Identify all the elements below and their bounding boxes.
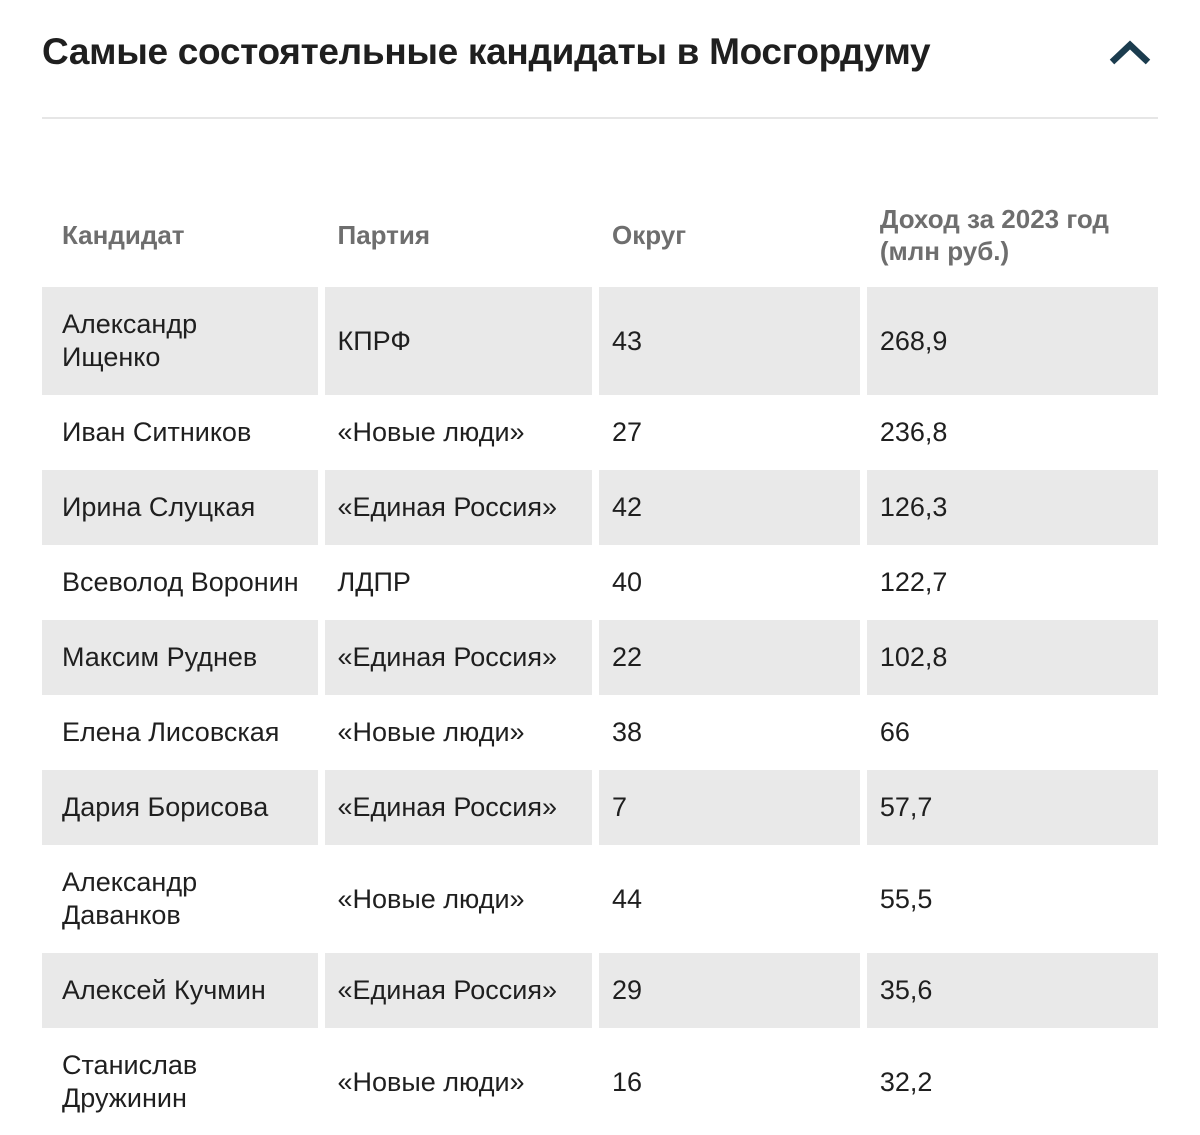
title-divider [42, 117, 1158, 119]
column-header-party: Партия [317, 119, 596, 287]
cell-candidate: Максим Руднев [42, 620, 321, 695]
cell-party: «Единая Россия» [317, 470, 596, 545]
cell-candidate: Ирина Слуцкая [42, 470, 321, 545]
cell-income: 102,8 [859, 620, 1158, 695]
cell-income: 55,5 [859, 845, 1158, 953]
cell-income: 122,7 [859, 545, 1158, 620]
cell-district: 22 [592, 620, 864, 695]
cell-candidate: Алексей Кучмин [42, 953, 321, 1028]
cell-candidate: Дария Борисова [42, 770, 321, 845]
cell-income: 268,9 [859, 287, 1158, 395]
widget-header: Самые состоятельные кандидаты в Мосгорду… [42, 0, 1158, 74]
cell-candidate: Александр Даванков [62, 867, 198, 930]
cell-district: 7 [592, 770, 864, 845]
column-header-district: Округ [592, 119, 864, 287]
cell-candidate: Иван Ситников [62, 417, 252, 447]
chevron-up-icon [1108, 40, 1152, 66]
table-header: Кандидат Партия Округ Доход за 2023 год … [42, 119, 1158, 287]
cell-candidate: Всеволод Воронин [62, 567, 299, 597]
cell-income: 57,7 [859, 770, 1158, 845]
widget-title: Самые состоятельные кандидаты в Мосгорду… [42, 31, 931, 72]
cell-party: «Единая Россия» [317, 953, 596, 1028]
cell-income: 35,6 [859, 953, 1158, 1028]
table-row: Иван Ситников «Новые люди» 27 236,8 [42, 395, 1158, 470]
table-row: Александр Ищенко КПРФ 43 268,9 [42, 287, 1158, 395]
table-row: Станислав Дружинин «Новые люди» 16 32,2 [42, 1028, 1158, 1135]
cell-party: «Новые люди» [317, 845, 596, 953]
table-row: Дария Борисова «Единая Россия» 7 57,7 [42, 770, 1158, 845]
table-row: Елена Лисовская «Новые люди» 38 66 [42, 695, 1158, 770]
table-row: Алексей Кучмин «Единая Россия» 29 35,6 [42, 953, 1158, 1028]
cell-income: 66 [859, 695, 1158, 770]
cell-income: 236,8 [859, 395, 1158, 470]
cell-candidate: Александр Ищенко [42, 287, 321, 395]
cell-candidate: Елена Лисовская [62, 717, 280, 747]
cell-party: «Новые люди» [317, 395, 596, 470]
cell-party: КПРФ [317, 287, 596, 395]
cell-income: 32,2 [859, 1028, 1158, 1135]
cell-district: 40 [592, 545, 864, 620]
column-header-income: Доход за 2023 год (млн руб.) [859, 119, 1158, 287]
cell-district: 42 [592, 470, 864, 545]
candidates-table: Кандидат Партия Округ Доход за 2023 год … [42, 119, 1158, 1135]
column-header-candidate: Кандидат [62, 220, 185, 250]
table-row: Александр Даванков «Новые люди» 44 55,5 [42, 845, 1158, 953]
cell-party: «Единая Россия» [317, 770, 596, 845]
table-row: Максим Руднев «Единая Россия» 22 102,8 [42, 620, 1158, 695]
cell-district: 16 [592, 1028, 864, 1135]
table-row: Всеволод Воронин ЛДПР 40 122,7 [42, 545, 1158, 620]
cell-income: 126,3 [859, 470, 1158, 545]
cell-district: 38 [592, 695, 864, 770]
collapse-button[interactable] [1108, 40, 1152, 66]
table-header-row: Кандидат Партия Округ Доход за 2023 год … [42, 119, 1158, 287]
cell-district: 43 [592, 287, 864, 395]
table-row: Ирина Слуцкая «Единая Россия» 42 126,3 [42, 470, 1158, 545]
cell-candidate: Станислав Дружинин [62, 1050, 198, 1113]
table-body: Александр Ищенко КПРФ 43 268,9 Иван Ситников… [42, 287, 1158, 1135]
cell-district: 27 [592, 395, 864, 470]
cell-party: «Новые люди» [317, 1028, 596, 1135]
cell-district: 29 [592, 953, 864, 1028]
cell-party: «Новые люди» [317, 695, 596, 770]
cell-party: «Единая Россия» [317, 620, 596, 695]
cell-district: 44 [592, 845, 864, 953]
cell-party: ЛДПР [317, 545, 596, 620]
